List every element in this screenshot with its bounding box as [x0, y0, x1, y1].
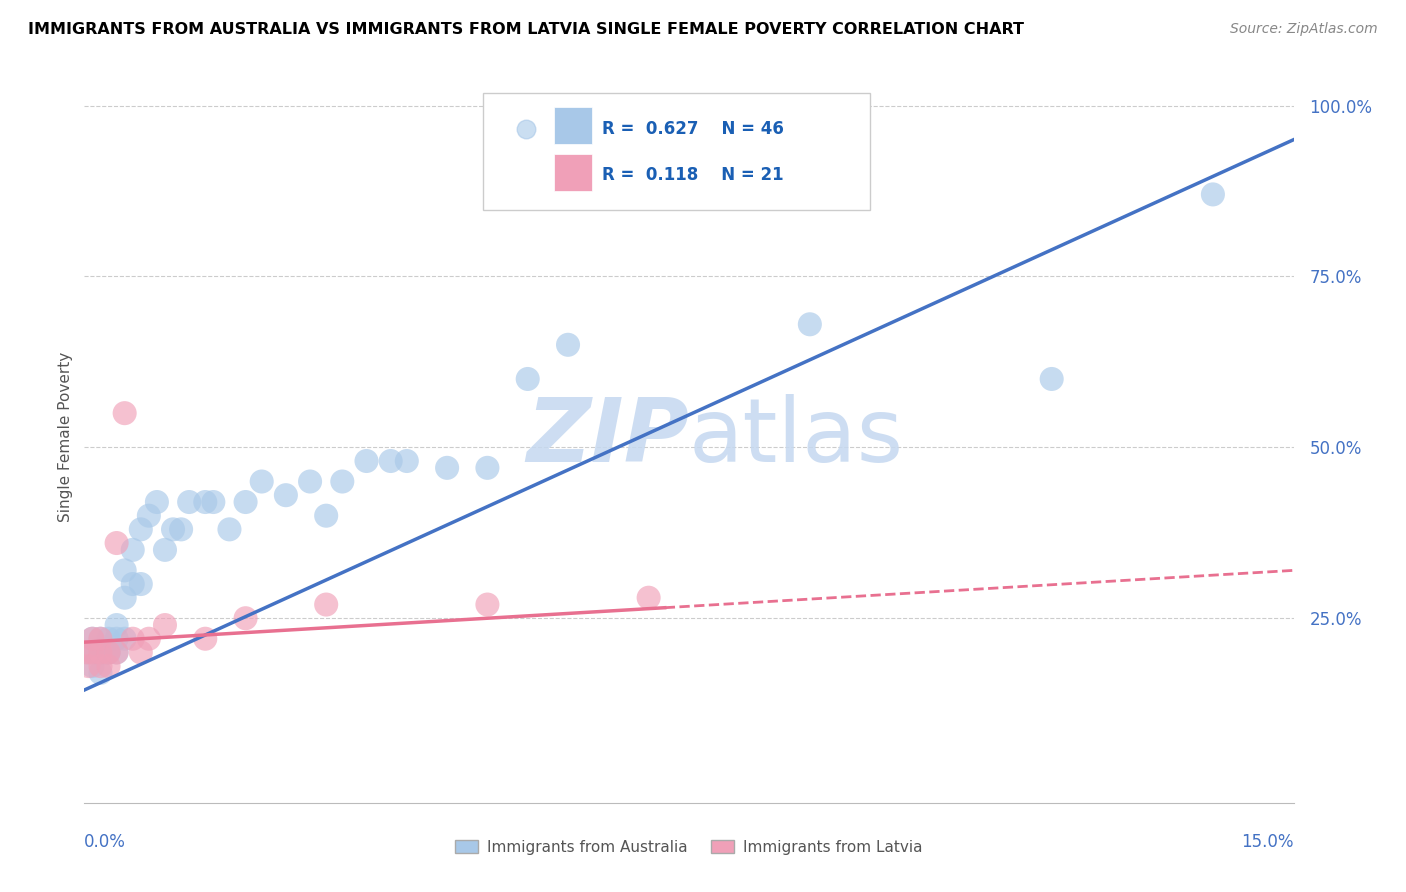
Point [82, 632, 104, 646]
Point [436, 460, 458, 475]
Point [93, 645, 115, 659]
Point [138, 632, 160, 646]
Point [356, 454, 378, 468]
Point [477, 460, 499, 475]
Text: atlas: atlas [689, 393, 904, 481]
Point [105, 645, 128, 659]
Point [82, 645, 104, 659]
Point [114, 591, 136, 605]
Point [105, 618, 128, 632]
Point [114, 406, 136, 420]
Point [97, 645, 120, 659]
Point [1040, 372, 1063, 386]
Bar [554, 107, 592, 144]
Point [274, 488, 297, 502]
Point [330, 475, 353, 489]
Text: ZIP: ZIP [526, 393, 689, 481]
Text: R =  0.627    N = 46: R = 0.627 N = 46 [602, 120, 783, 138]
Point [114, 563, 136, 577]
Point [114, 632, 136, 646]
Point [105, 645, 128, 659]
Legend: Immigrants from Australia, Immigrants from Latvia: Immigrants from Australia, Immigrants fr… [450, 834, 928, 861]
Point [121, 577, 143, 591]
Point [105, 536, 128, 550]
Point [129, 577, 152, 591]
Point [89, 632, 111, 646]
Point [179, 495, 201, 509]
Point [516, 372, 538, 386]
Point [77, 645, 100, 659]
Point [380, 454, 402, 468]
Point [194, 632, 217, 646]
Text: IMMIGRANTS FROM AUSTRALIA VS IMMIGRANTS FROM LATVIA SINGLE FEMALE POVERTY CORREL: IMMIGRANTS FROM AUSTRALIA VS IMMIGRANTS … [28, 22, 1024, 37]
Y-axis label: Single Female Poverty: Single Female Poverty [58, 352, 73, 522]
Point [82, 632, 104, 646]
Point [477, 598, 499, 612]
Point [89, 659, 111, 673]
Point [146, 495, 169, 509]
Point [129, 522, 152, 536]
Text: R =  0.118    N = 21: R = 0.118 N = 21 [602, 167, 783, 185]
Point [162, 522, 184, 536]
Point [89, 665, 111, 680]
Point [153, 618, 176, 632]
Point [89, 645, 111, 659]
Point [76, 645, 98, 659]
Bar [554, 154, 592, 191]
Point [97, 632, 120, 646]
Point [395, 454, 418, 468]
Text: Source: ZipAtlas.com: Source: ZipAtlas.com [1230, 22, 1378, 37]
Text: 15.0%: 15.0% [1241, 833, 1294, 851]
Point [1202, 187, 1225, 202]
Point [89, 645, 111, 659]
Point [97, 645, 120, 659]
Point [153, 542, 176, 557]
Point [799, 318, 821, 332]
Point [235, 611, 257, 625]
Point [170, 522, 193, 536]
Point [315, 598, 337, 612]
Point [315, 508, 337, 523]
Point [82, 659, 104, 673]
Point [97, 645, 120, 659]
Text: 0.0%: 0.0% [84, 833, 127, 851]
FancyBboxPatch shape [484, 94, 870, 211]
Point [105, 632, 128, 646]
Point [194, 495, 217, 509]
Point [138, 508, 160, 523]
Point [218, 522, 240, 536]
Point [121, 632, 143, 646]
Point [97, 659, 120, 673]
Point [557, 338, 579, 352]
Point [637, 591, 659, 605]
Point [202, 495, 225, 509]
Point [299, 475, 322, 489]
Point [235, 495, 257, 509]
Point [250, 475, 273, 489]
Point [89, 632, 111, 646]
Point [77, 659, 100, 673]
Point [121, 542, 143, 557]
Point [86, 645, 108, 659]
Point [129, 645, 152, 659]
